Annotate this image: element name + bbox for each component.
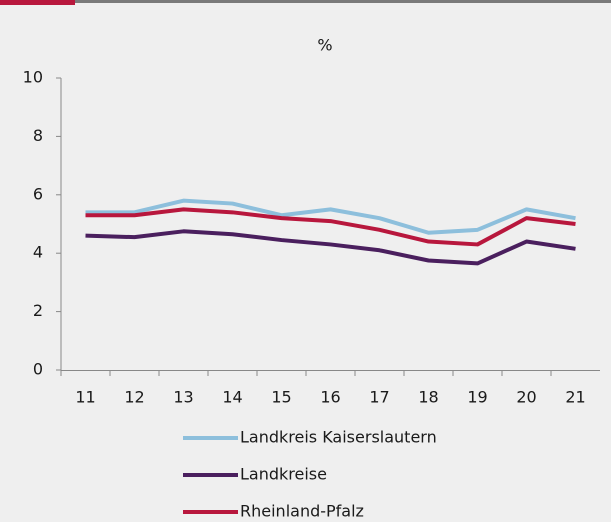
x-tick-label: 15 [271, 388, 291, 407]
y-tick-label: 10 [23, 68, 43, 87]
x-tick-label: 12 [124, 388, 144, 407]
x-tick-label: 18 [418, 388, 438, 407]
top-accent [0, 0, 75, 5]
x-tick-label: 14 [222, 388, 242, 407]
y-tick-label: 6 [33, 184, 43, 203]
legend-label: Landkreis Kaiserslautern [240, 428, 437, 447]
series-line [85, 207, 576, 247]
x-tick-label: 17 [369, 388, 389, 407]
series-line [85, 229, 576, 266]
x-tick-label: 21 [565, 388, 585, 407]
legend-label: Rheinland-Pfalz [240, 502, 364, 521]
x-tick-label: 11 [75, 388, 95, 407]
x-tick-label: 16 [320, 388, 340, 407]
chart-title: % [317, 36, 332, 55]
y-tick-label: 4 [33, 243, 43, 262]
y-tick-label: 8 [33, 126, 43, 145]
legend-label: Landkreise [240, 465, 327, 484]
x-tick-label: 19 [467, 388, 487, 407]
top-rule [0, 0, 611, 3]
x-tick-label: 13 [173, 388, 193, 407]
y-tick-label: 0 [33, 360, 43, 379]
x-tick-label: 20 [516, 388, 536, 407]
series-line [85, 198, 576, 235]
y-tick-label: 2 [33, 301, 43, 320]
